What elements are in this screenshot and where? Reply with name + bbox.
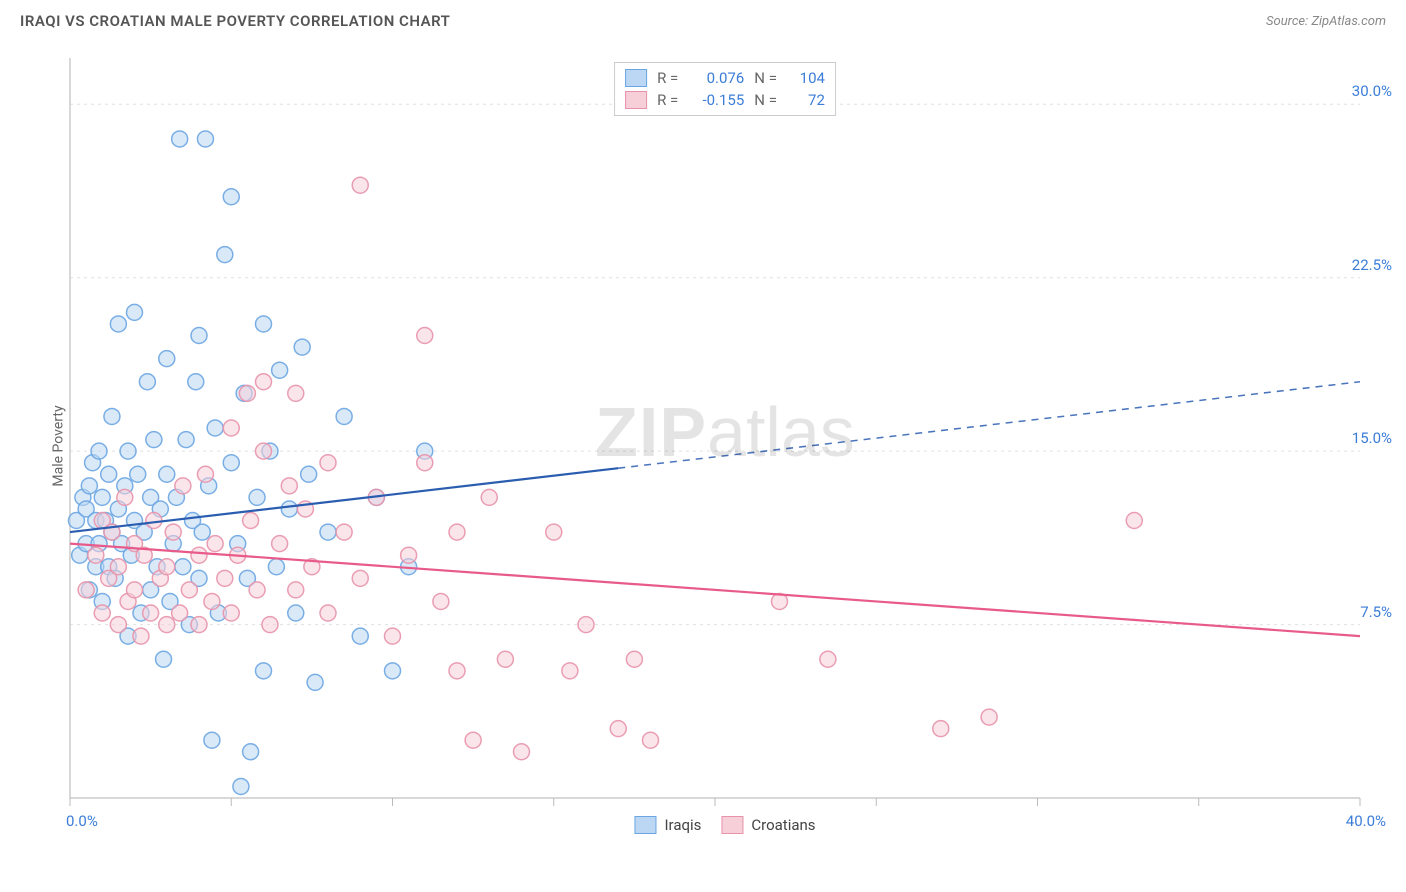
y-tick-label: 30.0% xyxy=(1352,82,1392,100)
legend-label-croatians: Croatians xyxy=(751,816,815,834)
swatch-iraqis-icon xyxy=(634,816,656,834)
legend-label-iraqis: Iraqis xyxy=(664,816,701,834)
swatch-iraqis xyxy=(625,69,647,87)
r-label: R = xyxy=(657,69,678,87)
legend-item-croatians: Croatians xyxy=(721,816,815,834)
chart-source: Source: ZipAtlas.com xyxy=(1266,14,1386,29)
x-axis-min-label: 0.0% xyxy=(66,812,98,830)
y-tick-label: 15.0% xyxy=(1352,429,1392,447)
r-value-iraqis: 0.076 xyxy=(688,69,744,87)
y-tick-label: 22.5% xyxy=(1352,256,1392,274)
source-label: Source: xyxy=(1266,14,1308,29)
legend-row-iraqis: R = 0.076 N = 104 xyxy=(625,67,825,89)
n-value-croatians: 72 xyxy=(787,91,825,109)
source-name: ZipAtlas.com xyxy=(1311,14,1386,29)
correlation-legend: R = 0.076 N = 104 R = -0.155 N = 72 xyxy=(614,62,836,116)
swatch-croatians xyxy=(625,91,647,109)
chart-header: IRAQI VS CROATIAN MALE POVERTY CORRELATI… xyxy=(0,0,1406,38)
n-label: N = xyxy=(754,91,777,109)
r-label: R = xyxy=(657,91,678,109)
swatch-croatians-icon xyxy=(721,816,743,834)
legend-row-croatians: R = -0.155 N = 72 xyxy=(625,89,825,111)
series-legend: Iraqis Croatians xyxy=(634,816,815,834)
r-value-croatians: -0.155 xyxy=(688,91,744,109)
legend-item-iraqis: Iraqis xyxy=(634,816,701,834)
n-value-iraqis: 104 xyxy=(787,69,825,87)
y-tick-label: 7.5% xyxy=(1360,603,1392,621)
x-axis-max-label: 40.0% xyxy=(1346,812,1386,830)
chart-title: IRAQI VS CROATIAN MALE POVERTY CORRELATI… xyxy=(20,12,450,30)
scatter-chart xyxy=(60,58,1390,838)
plot-area: ZIPatlas R = 0.076 N = 104 R = -0.155 N … xyxy=(60,58,1390,838)
n-label: N = xyxy=(754,69,777,87)
